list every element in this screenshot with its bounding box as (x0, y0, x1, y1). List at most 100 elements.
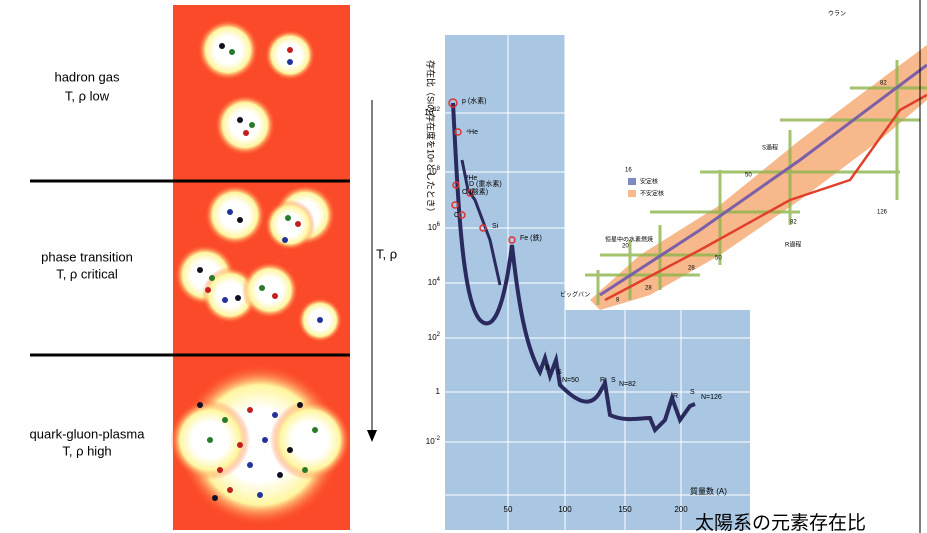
annotation: C (454, 212, 459, 219)
quark (197, 267, 203, 273)
figure: 太陽系の元素存在比 hadron gas T, ρ low phase transi… (0, 0, 927, 533)
annotation: O (酸素) (462, 187, 488, 196)
quark (302, 467, 308, 473)
glow-blob (205, 185, 265, 245)
phase-condition: T, ρ low (65, 88, 110, 103)
quark (317, 317, 323, 323)
arrow-head (367, 430, 377, 442)
nuclear-label: 16 (625, 168, 632, 174)
quark (282, 237, 288, 243)
quark (235, 295, 241, 301)
nuclear-label: S過程 (762, 144, 778, 152)
tick-exp: 6 (437, 222, 441, 228)
quark (205, 287, 211, 293)
glow-blob (198, 20, 258, 80)
quark (312, 427, 318, 433)
phase-condition: T, ρ critical (56, 266, 118, 281)
x-tick-label: 150 (618, 505, 632, 514)
glow-blob (215, 95, 275, 155)
x-tick-label: 200 (674, 505, 688, 514)
quark (262, 437, 268, 443)
phase-name: phase transition (41, 249, 133, 264)
annotation: S (690, 389, 695, 396)
x-tick-label: 50 (504, 505, 513, 514)
annotation: N=82 (619, 381, 636, 388)
quark (197, 402, 203, 408)
nuclear-label: 126 (877, 210, 888, 216)
quark (237, 217, 243, 223)
nuclear-label: 不安定核 (640, 190, 664, 198)
y-axis-label: 存在比（Siの存在度を10⁶としたとき） (426, 60, 437, 217)
quark (277, 472, 283, 478)
nuclear-label: R過程 (785, 241, 801, 249)
quark (217, 467, 223, 473)
annotation: S (611, 377, 616, 384)
annotation: D (重水素) (469, 179, 502, 188)
annotation: R (600, 377, 605, 384)
glow-blob (265, 200, 315, 250)
phase-condition: T, ρ high (62, 443, 111, 458)
glow-blob (270, 400, 350, 480)
quark (207, 437, 213, 443)
y-tick-label: 10-2 (426, 436, 441, 447)
quark (222, 417, 228, 423)
quark (272, 412, 278, 418)
quark (209, 275, 215, 281)
quark (287, 47, 293, 53)
nuclear-chart-area (565, 0, 927, 310)
annotation: ⁴He (466, 129, 478, 136)
nuclear-label: 20 (622, 244, 629, 250)
legend-unstable (628, 190, 636, 197)
nuclear-label: 50 (745, 173, 752, 179)
annotation: R (673, 393, 678, 400)
annotation: R (545, 365, 550, 372)
quark (295, 221, 301, 227)
quark (237, 442, 243, 448)
quark (259, 285, 265, 291)
quark (222, 297, 228, 303)
nuclear-label: 28 (645, 286, 652, 292)
annotation: Si (492, 223, 499, 230)
quark (297, 402, 303, 408)
phase-name: hadron gas (54, 69, 120, 84)
y-tick-label: 102 (428, 332, 441, 343)
nuclear-label: 82 (880, 81, 887, 87)
glow-blob (265, 30, 315, 80)
tick-exp: 2 (437, 332, 441, 338)
nuclear-label: 28 (688, 266, 695, 272)
legend-stable (628, 178, 636, 185)
y-tick-label: 104 (428, 277, 441, 288)
quark (287, 59, 293, 65)
annotation: Fe (鉄) (520, 233, 542, 242)
nuclear-label: ビッグバン (560, 291, 590, 299)
x-tick-label: 100 (558, 505, 572, 514)
quark (249, 122, 255, 128)
caption: 太陽系の元素存在比 (695, 512, 866, 533)
tick-exp: -2 (435, 436, 441, 442)
y-tick-label: 106 (428, 222, 441, 233)
y-tick-label: 1 (436, 387, 441, 396)
phase-name: quark-gluon-plasma (30, 426, 146, 441)
nuclear-label: ウラン (828, 10, 846, 18)
nuclear-label: 恒星中の水素燃焼 (605, 236, 653, 244)
quark (243, 130, 249, 136)
quark (257, 492, 263, 498)
glow-blob (242, 262, 298, 318)
x-axis-label: 質量数 (A) (690, 486, 727, 496)
quark (219, 43, 225, 49)
annotation: N=126 (701, 394, 722, 401)
annotation: N=50 (562, 377, 579, 384)
quark (247, 407, 253, 413)
quark (227, 487, 233, 493)
quark (247, 462, 253, 468)
quark (272, 293, 278, 299)
annotation: S (557, 369, 562, 376)
axis-label: T, ρ (376, 246, 397, 261)
quark (227, 209, 233, 215)
nuclear-label: 安定核 (640, 178, 658, 186)
nuclear-label: 82 (790, 220, 797, 226)
tick-exp: 4 (437, 277, 441, 283)
nuclear-label: 50 (715, 256, 722, 262)
annotation: p (水素) (462, 96, 487, 105)
tick-exp: 8 (437, 166, 441, 172)
